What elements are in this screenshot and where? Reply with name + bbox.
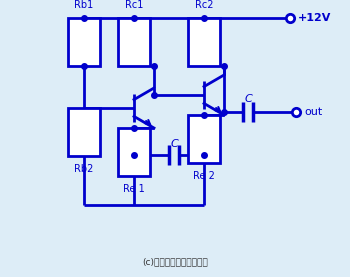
Bar xyxy=(188,115,220,163)
Bar xyxy=(118,18,150,66)
Bar xyxy=(118,128,150,176)
Text: C: C xyxy=(170,139,178,149)
Text: +12V: +12V xyxy=(298,13,331,23)
Text: Rb2: Rb2 xyxy=(74,164,94,174)
Text: out: out xyxy=(304,107,322,117)
Text: (c)发射极耦合多谐振荡器: (c)发射极耦合多谐振荡器 xyxy=(142,258,208,266)
Text: Re 2: Re 2 xyxy=(193,171,215,181)
Bar xyxy=(188,18,220,66)
Text: Re 1: Re 1 xyxy=(123,184,145,194)
Text: C: C xyxy=(244,94,252,104)
Text: Rb1: Rb1 xyxy=(74,0,94,10)
Bar xyxy=(68,18,100,66)
Text: Rc2: Rc2 xyxy=(195,0,213,10)
Bar xyxy=(68,108,100,156)
Text: Rc1: Rc1 xyxy=(125,0,143,10)
